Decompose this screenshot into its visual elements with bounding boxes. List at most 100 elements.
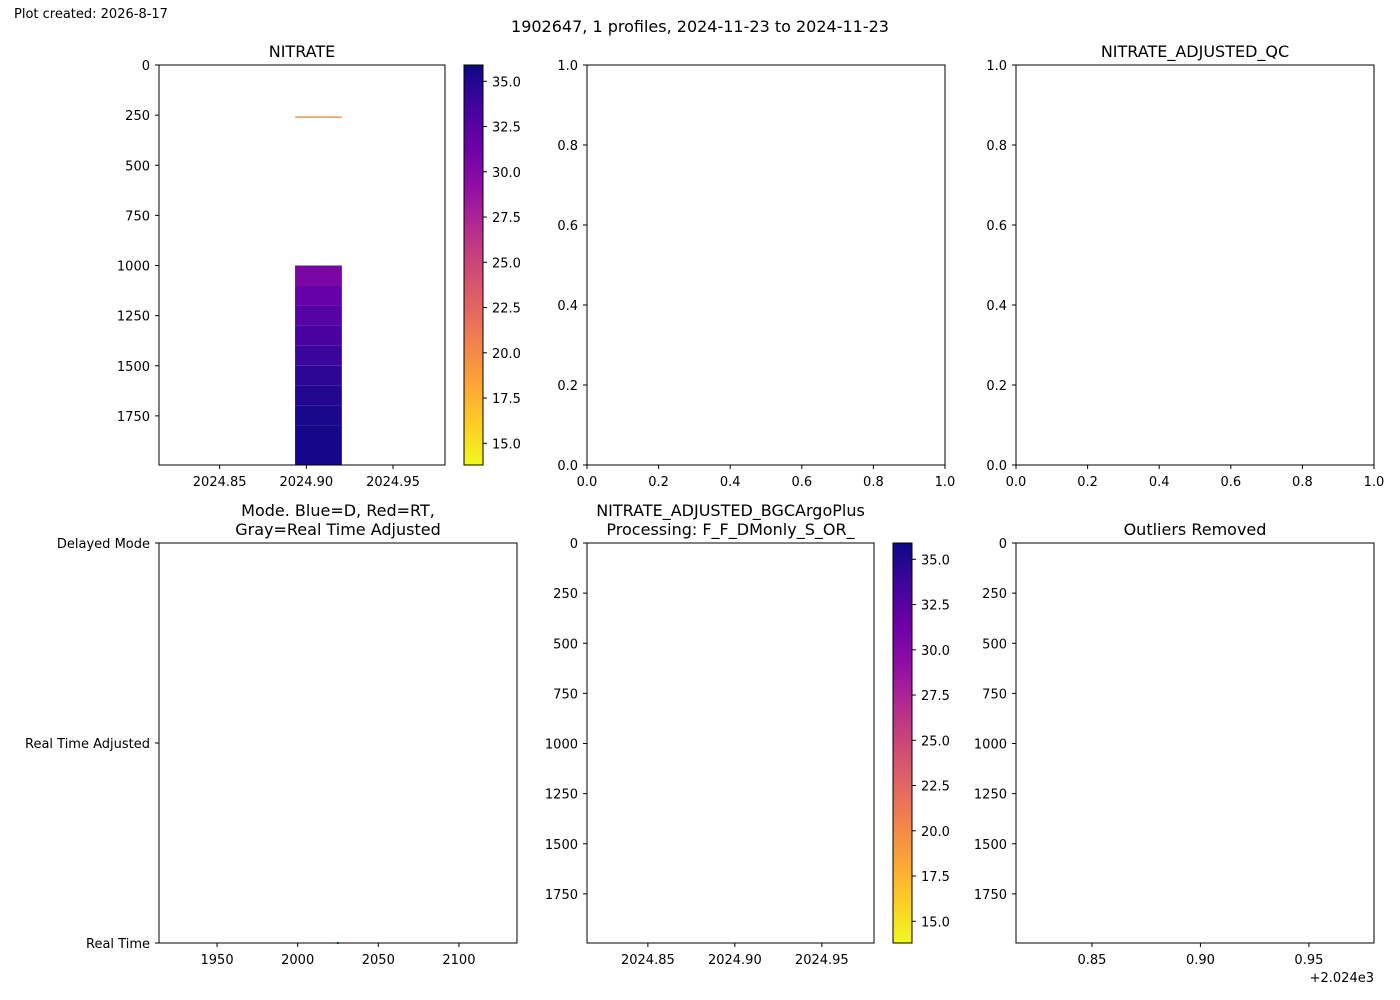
outliers-removed-ytick-label: 1500 [974,838,1007,853]
outliers-removed-ytick-label: 0 [999,537,1007,552]
empty-1-ytick-label: 0.8 [557,139,578,154]
mode-frame [158,542,518,944]
nitrate-adjusted-bgc-colorbar-tick-label: 15.0 [921,915,950,930]
nitrate-adjusted-qc-xtick-label: 0.0 [1006,475,1027,490]
nitrate-adjusted-qc-title: NITRATE_ADJUSTED_QC [1101,42,1289,62]
nitrate-adjusted-qc-ytick-label: 1.0 [986,59,1007,74]
nitrate-cell [295,116,342,118]
nitrate-xtick-label: 2024.90 [279,475,333,490]
nitrate-ytick-label: 1000 [117,260,150,275]
nitrate-adjusted-bgc-ytick-label: 500 [553,637,578,652]
nitrate-colorbar-tick-label: 30.0 [492,166,521,181]
nitrate-frame [158,64,446,466]
nitrate-colorbar-tick-label: 25.0 [492,256,521,271]
nitrate-colorbar-tick-label: 20.0 [492,347,521,362]
nitrate-adjusted-qc-xtick-label: 0.4 [1149,475,1170,490]
empty-1-ytick-label: 0.0 [557,459,578,474]
empty-1-xtick-label: 1.0 [935,475,956,490]
nitrate-adjusted-bgc-ytick-label: 1250 [545,788,578,803]
nitrate-adjusted-bgc-title: NITRATE_ADJUSTED_BGCArgoPlus [596,501,865,521]
nitrate-adjusted-qc-xtick-label: 1.0 [1364,475,1385,490]
nitrate-colorbar-tick-label: 22.5 [492,302,521,317]
nitrate-adjusted-qc-xtick-label: 0.2 [1077,475,1098,490]
nitrate-adjusted-qc-xtick-label: 0.8 [1292,475,1313,490]
outliers-removed-ytick-label: 1000 [974,738,1007,753]
mode-ytick-label: Delayed Mode [57,537,150,552]
nitrate-adjusted-bgc-colorbar-tick-label: 30.0 [921,644,950,659]
outliers-removed-ytick-label: 1750 [974,888,1007,903]
nitrate-cell [295,365,342,386]
mode-xtick-label: 1950 [201,953,234,968]
mode-xtick-label: 2000 [281,953,314,968]
nitrate-adjusted-bgc-title: Processing: F_F_DMonly_S_OR_ [606,520,855,540]
mode-title: Mode. Blue=D, Red=RT, [241,501,435,520]
nitrate-ytick-label: 1750 [117,410,150,425]
nitrate-xtick-label: 2024.95 [366,475,420,490]
nitrate-adjusted-qc-xtick-label: 0.6 [1220,475,1241,490]
mode-ytick-label: Real Time Adjusted [25,737,150,752]
nitrate-adjusted-qc-ytick-label: 0.0 [986,459,1007,474]
nitrate-adjusted-qc-ytick-label: 0.6 [986,219,1007,234]
nitrate-adjusted-bgc-xtick-label: 2024.90 [708,953,762,968]
mode-ytick-label: Real Time [86,937,150,952]
outliers-removed-xtick-label: 0.95 [1294,953,1323,968]
empty-1-xtick-label: 0.8 [863,475,884,490]
nitrate-ytick-label: 250 [125,109,150,124]
nitrate-colorbar-tick-label: 17.5 [492,392,521,407]
nitrate-adjusted-bgc-colorbar-tick-label: 27.5 [921,689,950,704]
nitrate-colorbar [463,64,484,466]
nitrate-colorbar-tick-label: 35.0 [492,75,521,90]
nitrate-cell [295,285,342,306]
nitrate-colorbar-tick-label: 15.0 [492,437,521,452]
nitrate-ytick-label: 1250 [117,310,150,325]
outliers-removed-ytick-label: 500 [982,637,1007,652]
nitrate-adjusted-bgc-colorbar-tick-label: 22.5 [921,780,950,795]
nitrate-title: NITRATE [269,42,336,61]
empty-1-xtick-label: 0.4 [720,475,741,490]
nitrate-adjusted-qc-frame [1015,64,1375,466]
nitrate-adjusted-bgc-xtick-label: 2024.95 [795,953,849,968]
nitrate-adjusted-bgc-ytick-label: 750 [553,687,578,702]
nitrate-adjusted-bgc-colorbar-tick-label: 20.0 [921,825,950,840]
outliers-removed-xtick-label: 0.90 [1186,953,1215,968]
nitrate-adjusted-bgc-colorbar-tick-label: 32.5 [921,599,950,614]
nitrate-adjusted-bgc-ytick-label: 1000 [545,738,578,753]
created-label: Plot created: 2026-8-17 [14,7,168,22]
figure-title: 1902647, 1 profiles, 2024-11-23 to 2024-… [511,17,889,36]
empty-1-ytick-label: 0.6 [557,219,578,234]
nitrate-cell [295,265,342,286]
nitrate-adjusted-bgc-frame [586,542,875,944]
nitrate-cell [295,425,342,465]
nitrate-colorbar-tick-label: 32.5 [492,121,521,136]
empty-1-frame [586,64,946,466]
nitrate-ytick-label: 750 [125,209,150,224]
nitrate-adjusted-bgc-ytick-label: 250 [553,587,578,602]
empty-1-ytick-label: 0.2 [557,379,578,394]
nitrate-adjusted-bgc-ytick-label: 1750 [545,888,578,903]
nitrate-cell [295,345,342,366]
nitrate-adjusted-qc-ytick-label: 0.4 [986,299,1007,314]
nitrate-cell [295,385,342,406]
nitrate-adjusted-bgc-xtick-label: 2024.85 [621,953,675,968]
nitrate-adjusted-bgc-ytick-label: 1500 [545,838,578,853]
nitrate-adjusted-qc-ytick-label: 0.2 [986,379,1007,394]
empty-1-ytick-label: 0.4 [557,299,578,314]
mode-xtick-label: 2050 [362,953,395,968]
outliers-removed-xtick-label: 0.85 [1077,953,1106,968]
outliers-removed-ytick-label: 250 [982,587,1007,602]
outliers-removed-ytick-label: 1250 [974,788,1007,803]
nitrate-adjusted-bgc-colorbar [892,542,913,944]
empty-1-xtick-label: 0.6 [791,475,812,490]
nitrate-adjusted-bgc-ytick-label: 0 [570,537,578,552]
nitrate-adjusted-bgc-colorbar-tick-label: 35.0 [921,553,950,568]
nitrate-ytick-label: 500 [125,159,150,174]
nitrate-ytick-label: 1500 [117,360,150,375]
empty-1-xtick-label: 0.2 [648,475,669,490]
nitrate-cell [295,325,342,346]
nitrate-cell [295,305,342,326]
nitrate-ytick-label: 0 [142,59,150,74]
nitrate-adjusted-qc-ytick-label: 0.8 [986,139,1007,154]
nitrate-colorbar-tick-label: 27.5 [492,211,521,226]
mode-xtick-label: 2100 [442,953,475,968]
